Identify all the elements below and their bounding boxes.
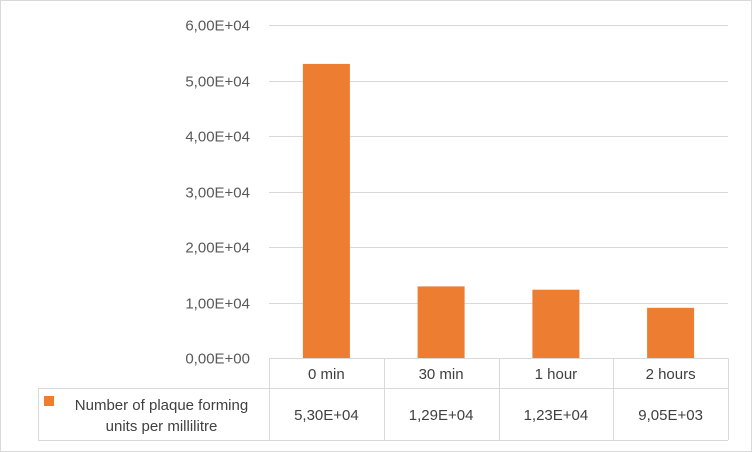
- bar: [532, 289, 580, 358]
- legend-series-name: units per millilitre: [106, 418, 218, 435]
- y-tick-label: 6,00E+04: [185, 18, 250, 35]
- bars: [302, 63, 695, 359]
- table-value-cell: 9,05E+03: [638, 407, 703, 424]
- y-tick-label: 2,00E+04: [185, 240, 250, 257]
- y-axis-tick-labels: 0,00E+00 1,00E+04 2,00E+04 3,00E+04 4,00E+04…: [185, 18, 250, 368]
- x-category-label: 2 hours: [646, 366, 696, 383]
- bar: [417, 286, 465, 358]
- y-tick-label: 0,00E+00: [185, 351, 250, 368]
- y-tick-label: 3,00E+04: [185, 185, 250, 202]
- data-table: 0 min 30 min 1 hour 2 hours Number of plaque…: [38, 358, 729, 441]
- x-category-label: 0 min: [308, 366, 345, 383]
- bar: [302, 63, 350, 359]
- bar: [647, 307, 695, 358]
- x-category-label: 30 min: [419, 366, 464, 383]
- legend-swatch: [44, 396, 54, 406]
- y-tick-label: 1,00E+04: [185, 296, 250, 313]
- y-tick-label: 4,00E+04: [185, 129, 250, 146]
- x-category-label: 1 hour: [535, 366, 578, 383]
- table-value-cell: 1,23E+04: [524, 407, 589, 424]
- y-tick-label: 5,00E+04: [185, 74, 250, 91]
- table-value-cell: 1,29E+04: [409, 407, 474, 424]
- table-value-cell: 5,30E+04: [294, 407, 359, 424]
- legend-series-name: Number of plaque forming: [75, 397, 248, 414]
